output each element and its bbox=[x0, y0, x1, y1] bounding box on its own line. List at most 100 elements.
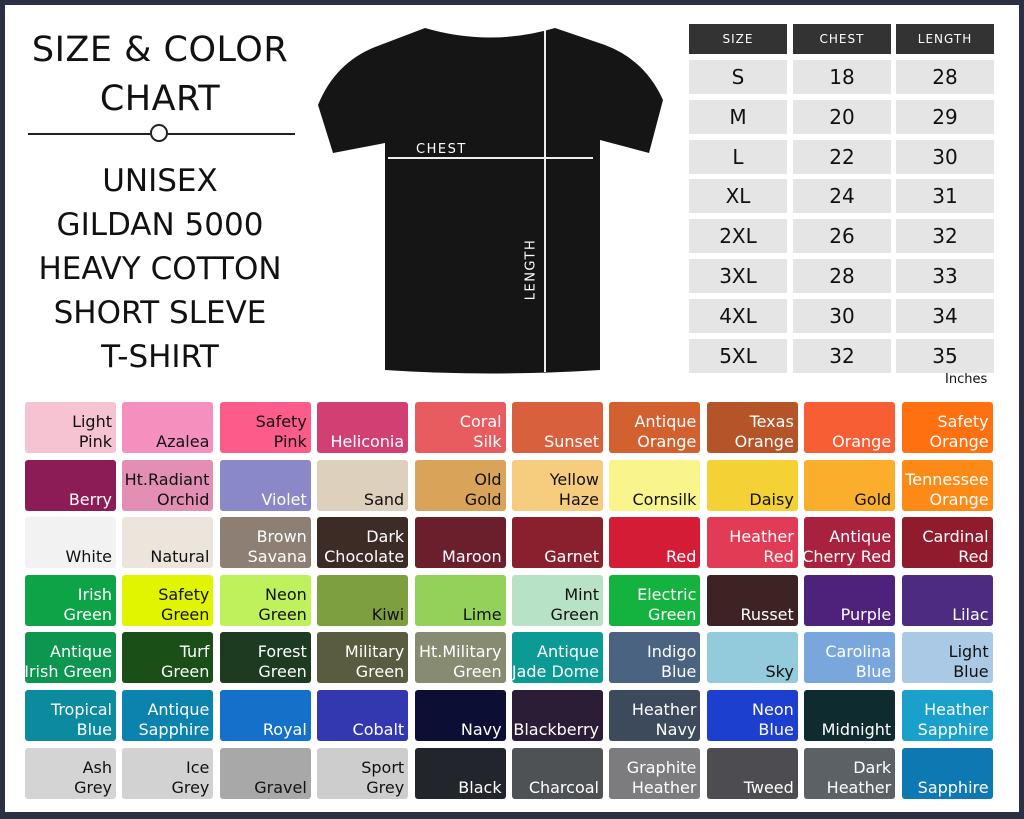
table-cell: 26 bbox=[793, 219, 891, 254]
color-swatch: Ht.Military Green bbox=[414, 632, 506, 684]
table-cell: XL bbox=[689, 179, 787, 214]
color-name: Midnight bbox=[821, 720, 892, 739]
color-name: Royal bbox=[262, 720, 307, 739]
color-name: Blue bbox=[660, 662, 697, 682]
table-cell: 18 bbox=[793, 60, 891, 94]
color-swatch: White bbox=[25, 517, 116, 569]
table-cell: 35 bbox=[896, 338, 994, 373]
color-name: Heather bbox=[924, 700, 989, 719]
color-name: Ht.Radiant bbox=[124, 469, 210, 489]
color-swatch: Heather Sapphire bbox=[901, 690, 993, 741]
color-name: Sunset bbox=[544, 432, 599, 451]
color-swatch: Texas Orange bbox=[706, 402, 798, 453]
color-name: Grey bbox=[366, 777, 405, 797]
color-name: Heather bbox=[631, 700, 697, 719]
color-swatch: Russet bbox=[706, 574, 798, 626]
color-swatch: Antique Irish Green bbox=[25, 632, 116, 684]
color-swatch: Sport Grey bbox=[317, 747, 409, 799]
color-name: Heather bbox=[729, 527, 794, 547]
color-name: Green bbox=[647, 604, 697, 624]
color-swatch: Military Green bbox=[317, 632, 409, 684]
table-cell: 32 bbox=[793, 338, 891, 373]
color-swatch: Gold bbox=[804, 459, 896, 511]
color-swatch: Charcoal bbox=[512, 747, 603, 799]
table-cell: 30 bbox=[896, 139, 994, 174]
color-swatch: Coral Silk bbox=[414, 402, 506, 453]
color-name: Blue bbox=[953, 662, 989, 682]
color-name: Green bbox=[355, 662, 405, 682]
color-name: Blue bbox=[855, 662, 892, 682]
color-name: Ice bbox=[186, 757, 210, 777]
color-name: Antique bbox=[50, 642, 112, 662]
color-name: Dark bbox=[366, 527, 405, 547]
color-name: Daisy bbox=[749, 489, 794, 509]
color-swatch: Safety Orange bbox=[901, 402, 993, 453]
color-name: Orange bbox=[929, 432, 989, 451]
color-name: Heliconia bbox=[330, 432, 405, 451]
table-cell: 24 bbox=[793, 179, 891, 214]
color-swatch: Brown Savana bbox=[219, 517, 311, 569]
color-name: Orange bbox=[832, 432, 892, 451]
color-swatch: Maroon bbox=[414, 517, 506, 569]
color-swatch: Graphite Heather bbox=[609, 747, 701, 799]
tshirt-image bbox=[318, 28, 663, 374]
color-name: Lilac bbox=[952, 604, 989, 624]
color-swatch: Navy bbox=[414, 690, 506, 741]
color-name: Heather bbox=[826, 777, 892, 797]
color-name: Berry bbox=[68, 489, 112, 509]
color-name: Grey bbox=[171, 777, 210, 797]
table-header: SIZE bbox=[689, 24, 787, 54]
color-name: Dark bbox=[853, 757, 892, 777]
color-name: Russet bbox=[740, 604, 794, 624]
color-swatch: Blackberry bbox=[512, 690, 603, 741]
color-name: Ash bbox=[82, 757, 112, 777]
subtitle-line: HEAVY COTTON bbox=[38, 251, 282, 287]
table-cell: 2XL bbox=[689, 219, 787, 254]
color-name: Antique bbox=[147, 700, 210, 719]
color-swatch: Mint Green bbox=[512, 574, 603, 626]
color-name: Navy bbox=[655, 720, 697, 739]
color-name: Ht.Military bbox=[418, 642, 502, 662]
color-name: Antique bbox=[537, 642, 599, 662]
color-swatch: Light Blue bbox=[901, 632, 993, 684]
color-name: Irish Green bbox=[25, 662, 112, 682]
color-name: Antique bbox=[634, 412, 697, 431]
color-swatch: Daisy bbox=[706, 459, 798, 511]
table-cell: 28 bbox=[793, 259, 891, 293]
color-name: Carolina bbox=[825, 642, 892, 662]
color-name: Gravel bbox=[254, 777, 307, 797]
color-name: Violet bbox=[261, 489, 307, 509]
color-swatch: Azalea bbox=[122, 402, 214, 453]
color-name: Indigo bbox=[646, 642, 697, 662]
color-swatch: Safety Green bbox=[122, 574, 214, 626]
unit-label: Inches bbox=[945, 372, 988, 387]
color-name: Coral bbox=[459, 412, 502, 431]
ornament-icon bbox=[150, 124, 168, 142]
color-name: Natural bbox=[150, 547, 210, 567]
table-cell: 30 bbox=[793, 298, 891, 333]
color-swatch: Lilac bbox=[901, 574, 993, 626]
color-swatch: Royal bbox=[219, 690, 311, 741]
color-name: Gold bbox=[464, 489, 502, 509]
color-name: Charcoal bbox=[528, 777, 599, 797]
color-swatch: Midnight bbox=[804, 690, 896, 741]
color-swatch: Cardinal Red bbox=[901, 517, 993, 569]
title-line-2: CHART bbox=[99, 79, 221, 119]
table-cell: 4XL bbox=[689, 298, 787, 333]
color-name: Gold bbox=[854, 489, 892, 509]
color-name: Lime bbox=[462, 604, 502, 624]
color-name: Orange bbox=[734, 432, 794, 451]
color-name: Green bbox=[258, 604, 307, 624]
color-name: Cobalt bbox=[352, 720, 405, 739]
color-name: Azalea bbox=[156, 432, 210, 451]
color-swatch: Sunset bbox=[512, 402, 603, 453]
color-name: Black bbox=[458, 777, 502, 797]
color-name: Orchid bbox=[157, 489, 210, 509]
color-swatch: Turf Green bbox=[122, 632, 214, 684]
color-name: Orange bbox=[929, 489, 989, 509]
table-header: CHEST bbox=[793, 24, 891, 54]
color-name: Mint bbox=[564, 584, 599, 604]
color-name: Turf bbox=[179, 642, 210, 662]
color-name: Graphite bbox=[626, 757, 697, 777]
color-swatch: Light Pink bbox=[25, 402, 116, 453]
